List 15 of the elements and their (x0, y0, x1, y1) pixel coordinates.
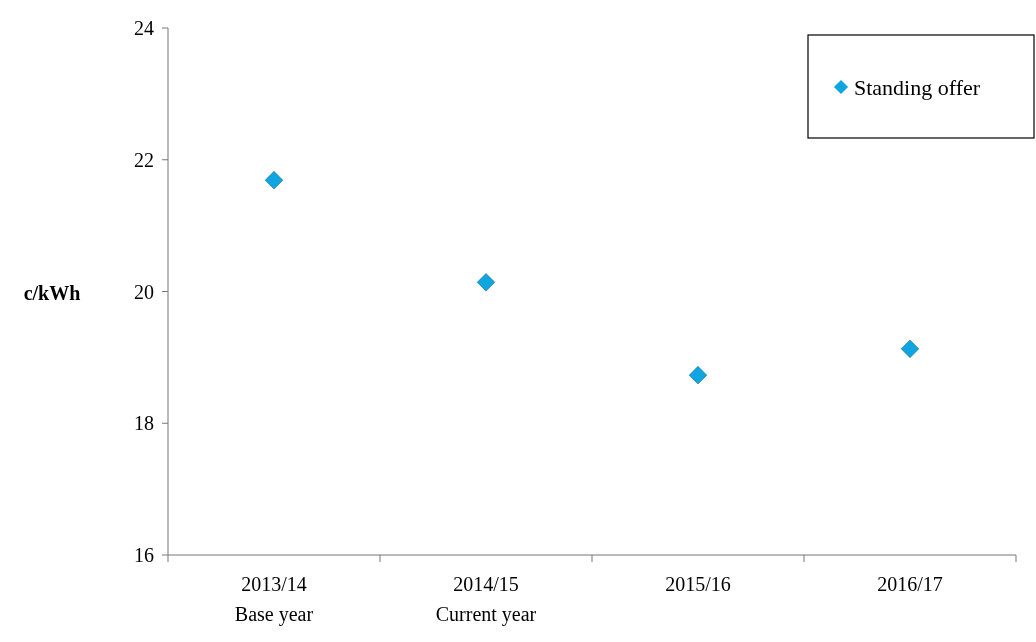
point (476, 273, 496, 292)
point (264, 171, 284, 190)
y-tick-label: 22 (134, 148, 154, 171)
x-tick-label: 2014/15 Current year (435, 573, 537, 626)
y-tick-label: 20 (134, 280, 154, 303)
point (900, 339, 920, 358)
legend-label: Standing offer (854, 74, 981, 100)
y-tick-label: 24 (134, 17, 154, 39)
x-tick-label: 2016/17 (877, 573, 943, 595)
y-tick-label: 16 (134, 544, 154, 566)
y-tick-label: 18 (134, 412, 154, 435)
x-tick-label: 2015/16 (665, 573, 731, 595)
x-tick-label: 2013/14 Base year (234, 573, 314, 626)
point (688, 366, 708, 385)
y-axis-title: c/kWh (23, 282, 81, 304)
